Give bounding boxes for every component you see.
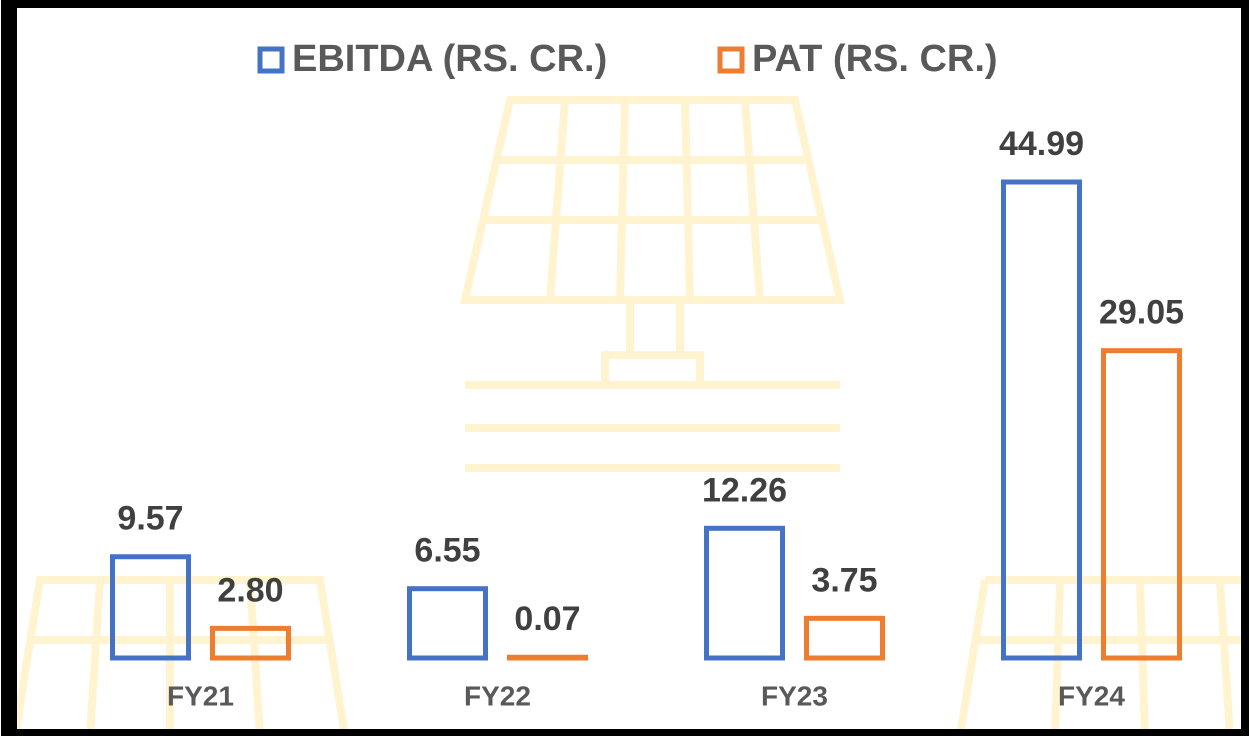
frame-edge	[9, 4, 17, 736]
legend-label: PAT (RS. CR.)	[752, 38, 998, 80]
value-label: 9.57	[117, 500, 183, 538]
legend-swatch	[717, 46, 745, 74]
value-label: 3.75	[811, 561, 877, 599]
bar	[1101, 348, 1182, 661]
value-label: 0.07	[514, 600, 580, 638]
x-tick-label: FY23	[761, 680, 828, 711]
value-label: 12.26	[702, 471, 787, 509]
value-label: 6.55	[414, 532, 480, 570]
bar	[804, 615, 885, 661]
bar	[407, 586, 488, 661]
bar	[507, 654, 588, 661]
x-tick-label: FY24	[1058, 680, 1125, 711]
value-label: 44.99	[999, 125, 1084, 163]
value-label: 29.05	[1099, 294, 1184, 332]
x-tick-label: FY22	[464, 680, 531, 711]
legend-swatch	[257, 46, 285, 74]
value-label: 2.80	[217, 571, 283, 609]
bar	[704, 525, 785, 661]
x-tick-label: FY21	[167, 680, 234, 711]
bar	[1001, 179, 1082, 661]
bar	[210, 625, 291, 661]
legend-label: EBITDA (RS. CR.)	[292, 38, 607, 80]
bar	[110, 554, 191, 661]
